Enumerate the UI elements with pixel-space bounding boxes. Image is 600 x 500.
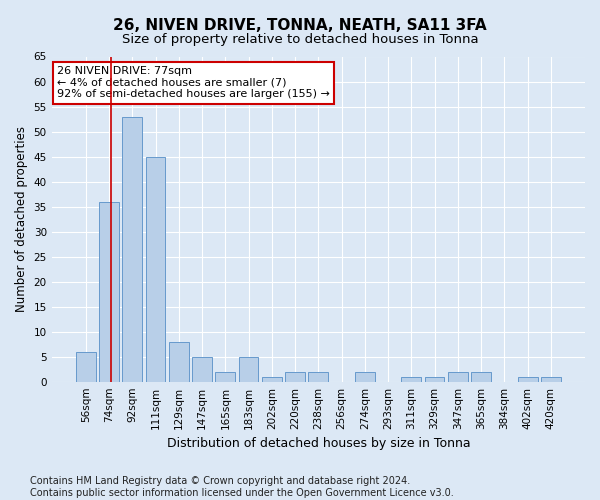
Bar (448, 372, 468, 382)
Text: 26 NIVEN DRIVE: 77sqm
← 4% of detached houses are smaller (7)
92% of semi-detach: 26 NIVEN DRIVE: 77sqm ← 4% of detached h… (57, 66, 330, 100)
Bar (215, 372, 235, 382)
Bar (401, 376, 421, 382)
Bar (76, 352, 95, 382)
Text: Contains HM Land Registry data © Crown copyright and database right 2024.
Contai: Contains HM Land Registry data © Crown c… (30, 476, 454, 498)
Bar (262, 376, 282, 382)
Bar (425, 376, 445, 382)
Bar (541, 376, 561, 382)
Bar (518, 376, 538, 382)
Text: Size of property relative to detached houses in Tonna: Size of property relative to detached ho… (122, 32, 478, 46)
Bar (122, 116, 142, 382)
Bar (355, 372, 375, 382)
X-axis label: Distribution of detached houses by size in Tonna: Distribution of detached houses by size … (167, 437, 470, 450)
Bar (169, 342, 188, 382)
Bar (308, 372, 328, 382)
Bar (192, 356, 212, 382)
Bar (471, 372, 491, 382)
Bar (99, 202, 119, 382)
Text: 26, NIVEN DRIVE, TONNA, NEATH, SA11 3FA: 26, NIVEN DRIVE, TONNA, NEATH, SA11 3FA (113, 18, 487, 32)
Y-axis label: Number of detached properties: Number of detached properties (15, 126, 28, 312)
Bar (285, 372, 305, 382)
Bar (239, 356, 259, 382)
Bar (146, 156, 166, 382)
